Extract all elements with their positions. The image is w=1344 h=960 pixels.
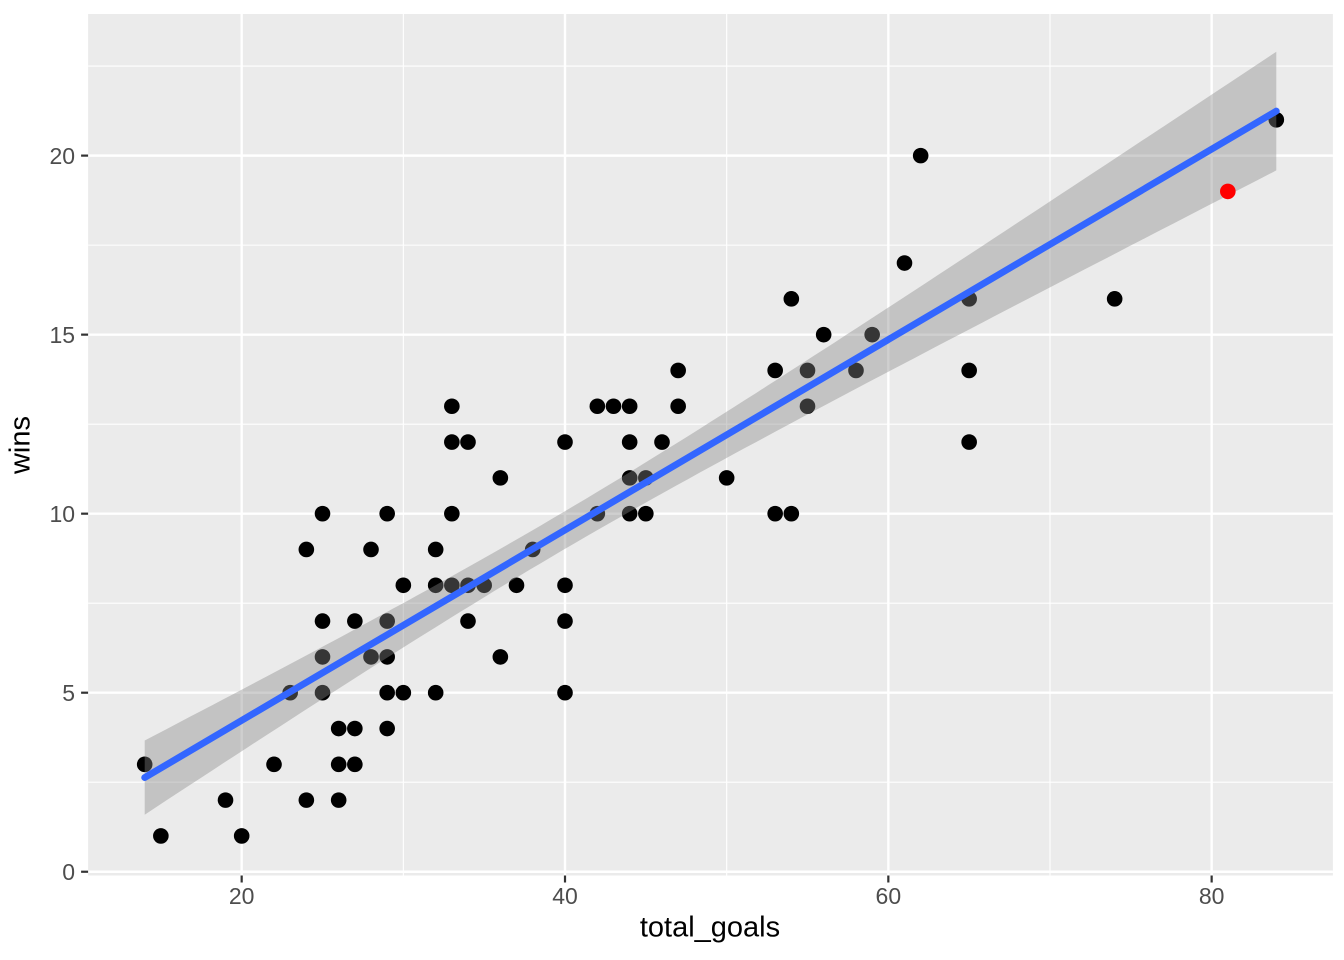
data-point: [314, 505, 331, 522]
smooth-layer: [141, 51, 1280, 815]
data-point: [395, 577, 412, 594]
y-tick-label: 20: [50, 143, 76, 169]
data-point: [444, 398, 460, 415]
data-point: [347, 720, 363, 737]
x-tick-label: 80: [1199, 883, 1225, 909]
data-point: [670, 362, 686, 379]
data-point: [460, 434, 476, 450]
data-point: [153, 828, 169, 844]
data-point: [799, 398, 816, 415]
data-point: [670, 398, 686, 415]
data-point: [379, 649, 395, 665]
data-point: [815, 326, 832, 343]
data-point: [330, 720, 347, 737]
points-layer: [136, 112, 1285, 844]
x-tick-label: 40: [552, 883, 578, 909]
axis-tick-labels: 20 40 60 80 0 5 10 15 20: [50, 143, 1225, 909]
data-point: [363, 541, 379, 558]
data-point: [444, 505, 460, 522]
y-tick-label: 15: [50, 322, 76, 348]
data-point: [864, 326, 880, 343]
data-point: [347, 613, 363, 629]
data-point: [136, 756, 153, 773]
data-point: [638, 505, 654, 522]
data-point: [557, 684, 573, 701]
highlighted-data-point: [1220, 183, 1236, 200]
data-point: [330, 792, 347, 808]
data-point: [718, 470, 735, 486]
data-point: [298, 541, 315, 558]
data-point: [654, 434, 670, 450]
data-point: [783, 505, 800, 522]
data-point: [298, 792, 315, 808]
regression-line: [141, 107, 1280, 781]
data-point: [605, 398, 622, 415]
data-point: [379, 505, 395, 522]
x-axis-title: total_goals: [639, 911, 781, 944]
y-tick-label: 0: [62, 859, 75, 885]
data-point: [621, 505, 638, 522]
y-axis-title: wins: [4, 415, 37, 475]
data-point: [589, 398, 606, 415]
data-point: [379, 613, 395, 629]
data-point: [363, 649, 379, 665]
data-point: [783, 291, 800, 307]
data-point: [395, 684, 412, 701]
data-point: [314, 613, 331, 629]
data-point: [379, 720, 395, 737]
data-point: [347, 756, 363, 773]
data-point: [557, 613, 573, 629]
y-tick-label: 10: [50, 501, 76, 527]
axis-ticks: [81, 154, 1213, 883]
data-point: [427, 577, 444, 594]
data-point: [314, 684, 331, 701]
x-tick-label: 20: [229, 883, 255, 909]
data-point: [379, 684, 395, 701]
data-point: [767, 362, 783, 379]
data-point: [961, 362, 977, 379]
data-point: [314, 649, 331, 665]
data-point: [621, 398, 638, 415]
data-point: [621, 434, 638, 450]
data-point: [330, 756, 347, 773]
data-point: [492, 470, 509, 486]
data-point: [492, 649, 509, 665]
data-point: [557, 434, 573, 450]
data-point: [217, 792, 234, 808]
data-point: [444, 577, 460, 594]
data-point: [1106, 291, 1123, 307]
data-point: [427, 684, 444, 701]
data-point: [961, 434, 977, 450]
data-point: [444, 434, 460, 450]
data-point: [767, 505, 783, 522]
x-tick-label: 60: [876, 883, 902, 909]
data-point: [912, 147, 929, 164]
data-point: [427, 541, 444, 558]
data-point: [621, 470, 638, 486]
data-point: [557, 577, 573, 594]
data-point: [896, 255, 913, 271]
confidence-band: [144, 51, 1277, 815]
data-point: [508, 577, 525, 594]
data-point: [460, 613, 476, 629]
data-point: [848, 362, 864, 379]
data-point: [799, 362, 816, 379]
data-point: [266, 756, 282, 773]
data-point: [233, 828, 250, 844]
y-tick-label: 5: [62, 680, 75, 706]
